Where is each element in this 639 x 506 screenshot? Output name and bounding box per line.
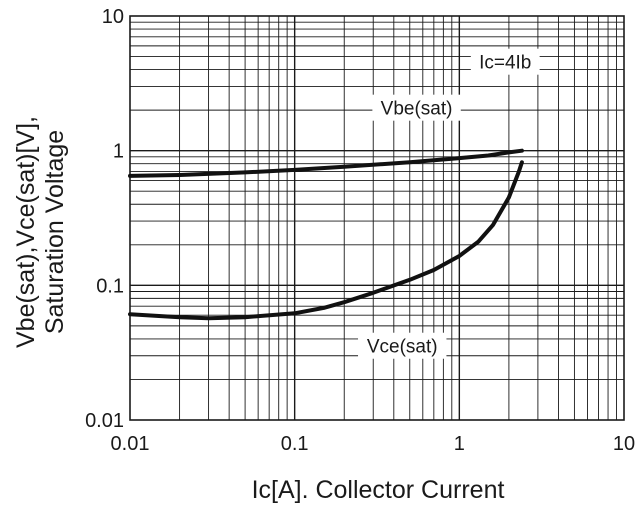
series [128, 148, 524, 321]
y-tick-label: 1 [113, 141, 124, 163]
series-line-vbe-sat [128, 148, 524, 178]
series-label-vce-sat: Vce(sat) [367, 337, 438, 358]
annotations: Vbe(sat) Vce(sat) Ic=4Ib [358, 48, 540, 359]
y-tick-label: 10 [102, 6, 124, 28]
y-tick-label: 0.01 [85, 410, 124, 432]
grid [130, 16, 624, 420]
x-tick-label: 0.01 [111, 433, 150, 455]
x-tick-label: 0.1 [281, 433, 309, 455]
x-tick-label: 1 [454, 433, 465, 455]
y-axis-label: Vbe(sat),Vce(sat)[V], Saturation Voltage [12, 116, 69, 348]
x-axis-label: Ic[A]. Collector Current [252, 476, 505, 504]
series-label-vce-sat-background [358, 332, 447, 359]
condition-label-background [470, 48, 540, 75]
series-label-vbe-sat: Vbe(sat) [381, 99, 453, 120]
y-axis-label-line-1: Vbe(sat),Vce(sat)[V], [12, 116, 40, 348]
y-tick-label: 0.1 [96, 275, 124, 297]
x-tick-label: 10 [613, 433, 635, 455]
tick-labels: 0.01 0.1 1 10 0.01 0.1 1 10 [85, 6, 635, 455]
series-line-vce-sat [128, 160, 524, 321]
condition-label: Ic=4Ib [479, 53, 531, 74]
series-label-vbe-sat-background [372, 94, 461, 121]
plot-frame [129, 15, 625, 421]
y-axis-label-line-2: Saturation Voltage [41, 130, 69, 334]
